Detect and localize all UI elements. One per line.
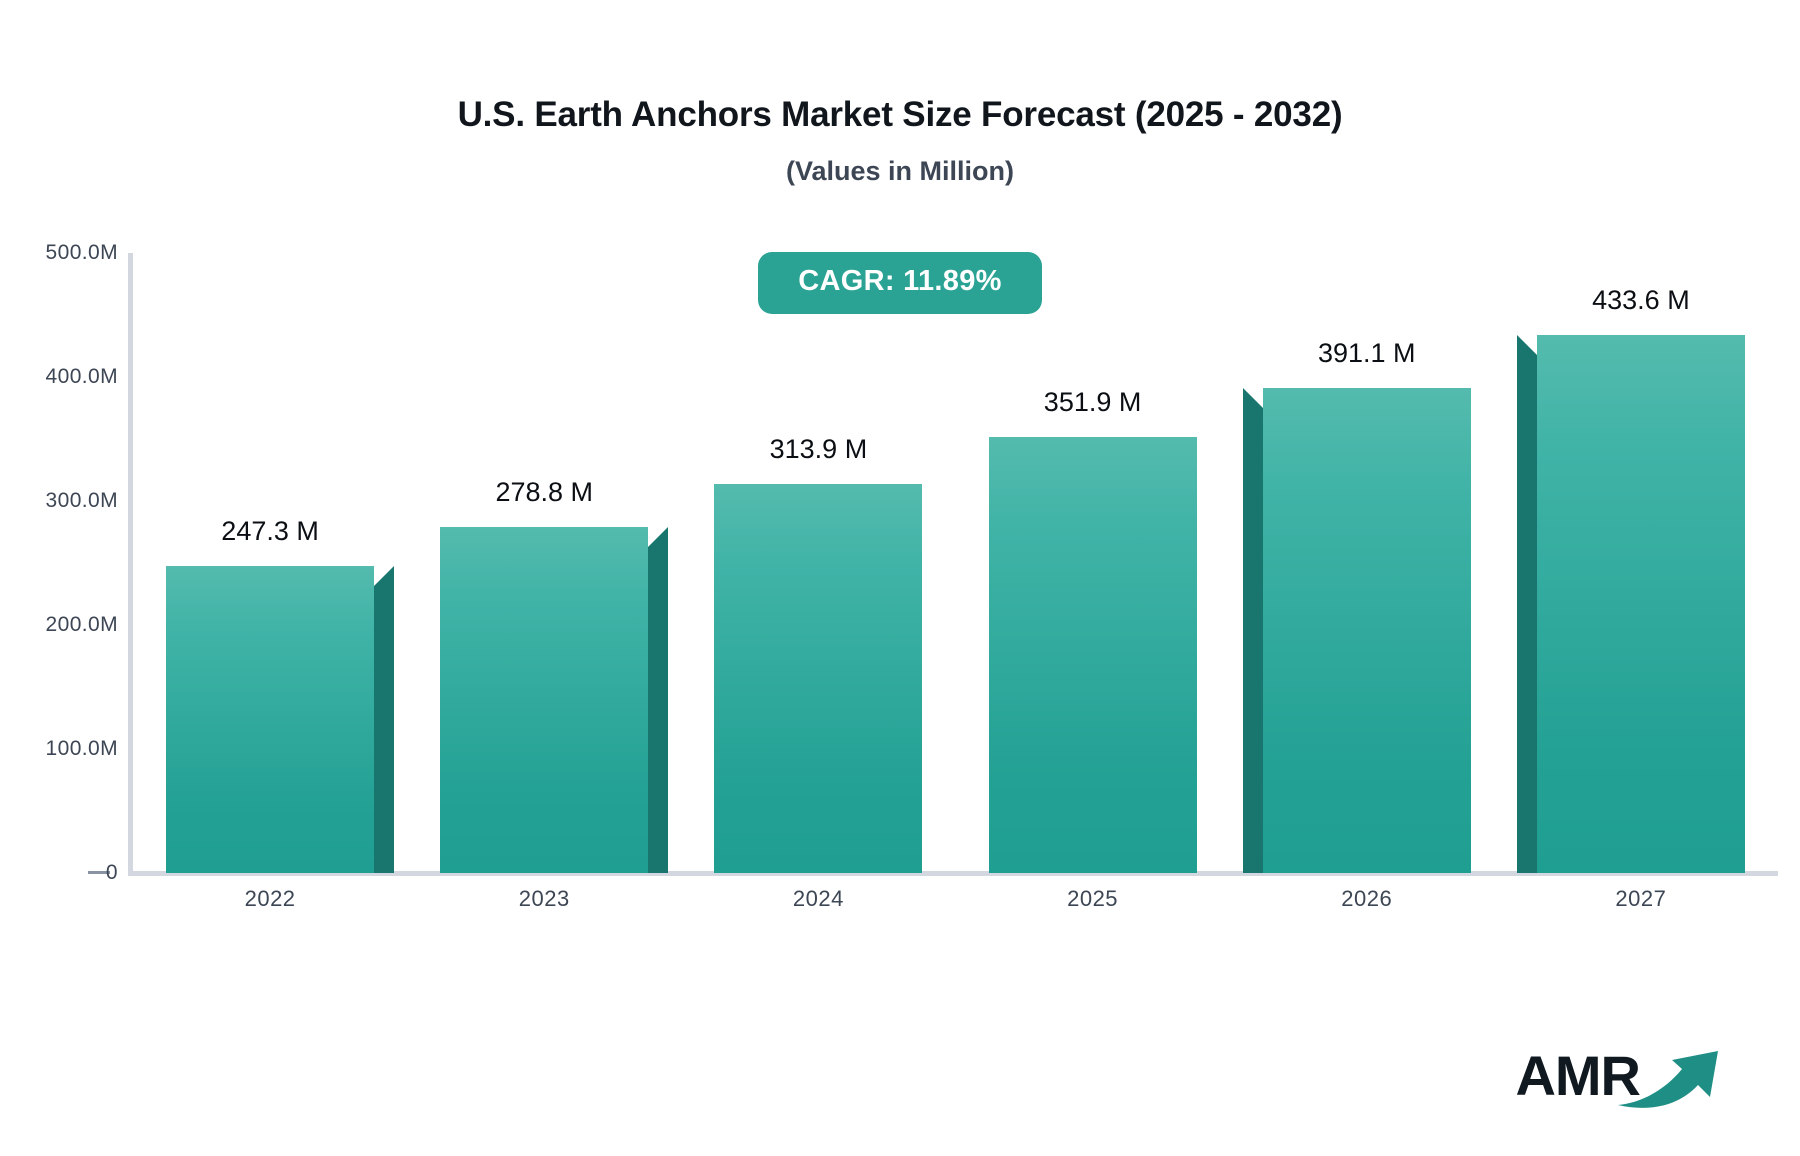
- bar-front-face: [714, 483, 923, 873]
- bar-top-bevel: [374, 566, 395, 587]
- bar-top-bevel: [1516, 335, 1537, 356]
- y-axis-tick-label: 300.0M: [45, 489, 118, 512]
- bar-column: [440, 0, 669, 873]
- bar-front-face: [166, 566, 375, 873]
- bar-front-face: [988, 436, 1197, 873]
- bar-side-face: [1516, 355, 1537, 873]
- growth-arrow-icon: [1614, 1041, 1726, 1114]
- bar-front-face: [440, 527, 649, 873]
- bar-value-label: 313.9 M: [769, 433, 868, 464]
- y-axis-tick-label: 500.0M: [45, 241, 118, 264]
- bar-value-label: 247.3 M: [221, 516, 319, 547]
- y-axis-zero-tick: [88, 871, 110, 874]
- y-axis-tick-label: 100.0M: [45, 737, 118, 760]
- bar-side-face: [1242, 408, 1263, 873]
- x-axis-tick-label: 2026: [1341, 886, 1393, 911]
- x-axis-tick-label: 2025: [1067, 886, 1119, 911]
- y-axis-tick-label: 400.0M: [45, 365, 118, 388]
- y-axis-line: [128, 253, 133, 873]
- y-axis-tick-label: 0: [105, 861, 118, 884]
- x-axis-tick-label: 2023: [518, 886, 570, 911]
- bar-side-face: [648, 547, 669, 873]
- bar-column: [166, 0, 395, 873]
- bar-front-face: [1536, 335, 1745, 873]
- x-axis-tick-label: 2022: [244, 886, 296, 911]
- bar-value-label: 391.1 M: [1317, 338, 1416, 369]
- logo-wordmark: AMR: [1515, 1043, 1641, 1107]
- amr-logo: AMR: [1515, 1037, 1726, 1114]
- x-axis-tick-label: 2027: [1615, 886, 1667, 911]
- bar-column: [988, 0, 1197, 873]
- chart-header: U.S. Earth Anchors Market Size Forecast …: [0, 95, 1800, 186]
- bar-value-label: 351.9 M: [1043, 386, 1142, 417]
- bar-column: [1516, 0, 1745, 873]
- bar-value-label: 278.8 M: [495, 477, 594, 508]
- bar-top-bevel: [648, 527, 669, 548]
- bar-column: [1242, 0, 1471, 873]
- bar-top-bevel: [1242, 388, 1263, 409]
- chart-subtitle: (Values in Million): [785, 155, 1015, 186]
- x-axis-tick-label: 2024: [792, 886, 844, 911]
- bar-front-face: [1262, 388, 1471, 873]
- page-title: U.S. Earth Anchors Market Size Forecast …: [457, 95, 1343, 134]
- bar-value-label: 433.6 M: [1592, 285, 1690, 316]
- bar-side-face: [374, 586, 395, 873]
- x-axis-line: [128, 871, 1778, 876]
- y-axis-tick-label: 200.0M: [45, 613, 118, 636]
- bar-column: [714, 0, 923, 873]
